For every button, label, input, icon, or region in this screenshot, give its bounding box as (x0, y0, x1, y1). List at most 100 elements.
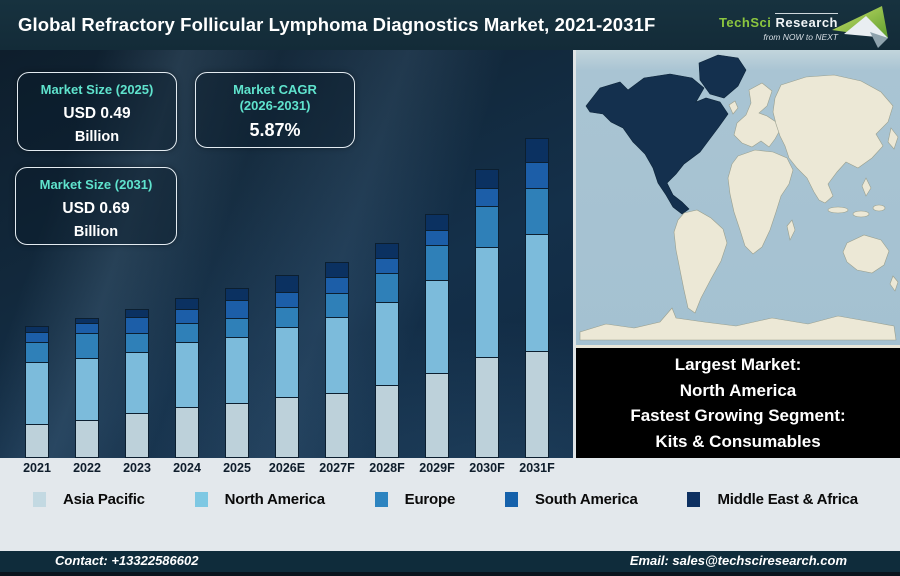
bar-segment (25, 343, 49, 363)
legend-item: North America (194, 491, 325, 508)
bar-segment (175, 298, 199, 310)
bar-segment (425, 231, 449, 246)
lower-strip: 2021 2022 2023 2024 2025 2026E 2027F 2028F 2029F… (0, 458, 900, 551)
bar-segment (125, 414, 149, 458)
x-axis-label: 2026E (268, 461, 306, 475)
header-bar: Global Refractory Follicular Lymphoma Di… (0, 0, 900, 50)
bar-segment (275, 398, 299, 458)
bar-column (462, 169, 512, 458)
bar-segment (275, 275, 299, 293)
stacked-bar-2025 (225, 288, 249, 458)
bar-segment (375, 274, 399, 303)
x-axis-label: 2025 (223, 461, 251, 475)
map-indonesia (827, 206, 849, 214)
bar-column (312, 262, 362, 458)
techsci-logo: TechSci Research from NOW to NEXT (700, 2, 890, 48)
stacked-bar-2031F (525, 138, 549, 458)
x-axis-label: 2023 (123, 461, 151, 475)
bar-column (112, 309, 162, 458)
callout-line: Fastest Growing Segment: (630, 406, 846, 425)
stacked-bar-2021 (25, 326, 49, 458)
stacked-bar-2024 (175, 298, 199, 458)
bar-segment (75, 334, 99, 359)
stacked-bar-2026E (275, 275, 299, 458)
content-row: Market Size (2025) USD 0.49 Billion Mark… (0, 50, 900, 458)
bar-segment (175, 324, 199, 343)
legend-item: Europe (374, 491, 456, 508)
x-axis-label: 2030F (469, 461, 505, 475)
bar-column (362, 243, 412, 458)
stat-unit: Billion (74, 129, 120, 146)
bar-segment (75, 421, 99, 458)
bar-segment (225, 338, 249, 404)
stat-box-market-cagr: Market CAGR (2026-2031) 5.87% (195, 72, 355, 148)
bar-segment (425, 374, 449, 458)
logo-brand-secondary: Research (775, 13, 838, 30)
world-map (576, 50, 900, 345)
map-uk (728, 100, 739, 115)
bar-segment (375, 303, 399, 386)
x-axis-label: 2021 (23, 461, 51, 475)
stat-value: USD 0.69 (62, 200, 130, 218)
legend-swatch-icon (33, 492, 46, 507)
bar-segment (25, 425, 49, 458)
legend-label: Asia Pacific (63, 491, 145, 508)
logo-tagline: from NOW to NEXT (763, 32, 838, 42)
stat-title: Market Size (2025) (40, 82, 154, 97)
largest-market-callout: Largest Market: North America Fastest Gr… (576, 348, 900, 458)
legend-swatch-icon (504, 492, 518, 507)
bar-segment (525, 163, 549, 189)
bar-segment (25, 363, 49, 425)
bar-segment (325, 262, 349, 278)
bar-segment (175, 310, 199, 324)
bar-segment (475, 207, 499, 248)
bar-column (262, 275, 312, 458)
bar-segment (225, 288, 249, 301)
bar-segment (275, 293, 299, 308)
map-europe (733, 82, 781, 148)
bar-segment (375, 259, 399, 274)
bar-segment (425, 281, 449, 374)
bar-segment (475, 189, 499, 207)
map-south-america (673, 209, 728, 314)
stat-title: Market Size (2031) (39, 177, 153, 192)
bar-column (512, 138, 562, 458)
stat-box-market-size-2031: Market Size (2031) USD 0.69 Billion (15, 167, 177, 245)
map-japan (887, 127, 899, 150)
stat-value: 5.87% (249, 119, 301, 140)
stacked-bar-2030F (475, 169, 499, 458)
logo-brand-text: TechSci Research (719, 13, 838, 30)
email-text: Email: sales@techsciresearch.com (629, 553, 847, 568)
stat-unit: Billion (73, 224, 119, 241)
x-axis-label: 2029F (419, 461, 455, 475)
legend-swatch-icon (194, 492, 208, 507)
logo-arrow-icon (832, 6, 888, 48)
callout-line: North America (679, 380, 797, 400)
bar-segment (325, 394, 349, 458)
legend-item: Middle East & Africa (687, 491, 858, 508)
legend-label: South America (534, 491, 638, 508)
legend-swatch-icon (374, 492, 388, 507)
bar-segment (125, 309, 149, 318)
bar-segment (125, 318, 149, 334)
chart-legend: Asia Pacific North America Europe South Ame… (0, 491, 900, 508)
stacked-bar-2027F (325, 262, 349, 458)
bar-column (62, 318, 112, 458)
stat-box-market-size-2025: Market Size (2025) USD 0.49 Billion (17, 72, 177, 151)
bar-segment (25, 326, 49, 333)
bar-column (412, 214, 462, 458)
bar-segment (125, 334, 149, 353)
contact-text: Contact: +13322586602 (55, 553, 199, 568)
legend-item: South America (504, 491, 638, 508)
map-north-america (585, 73, 729, 215)
bar-segment (475, 169, 499, 189)
stacked-bar-2028F (375, 243, 399, 458)
bar-segment (325, 294, 349, 318)
bar-segment (225, 301, 249, 319)
bar-column (212, 288, 262, 458)
legend-label: Europe (404, 491, 456, 508)
callout-line: Kits & Consumables (655, 431, 821, 451)
bar-segment (275, 308, 299, 328)
bar-segment (475, 358, 499, 458)
map-asia (772, 74, 894, 204)
